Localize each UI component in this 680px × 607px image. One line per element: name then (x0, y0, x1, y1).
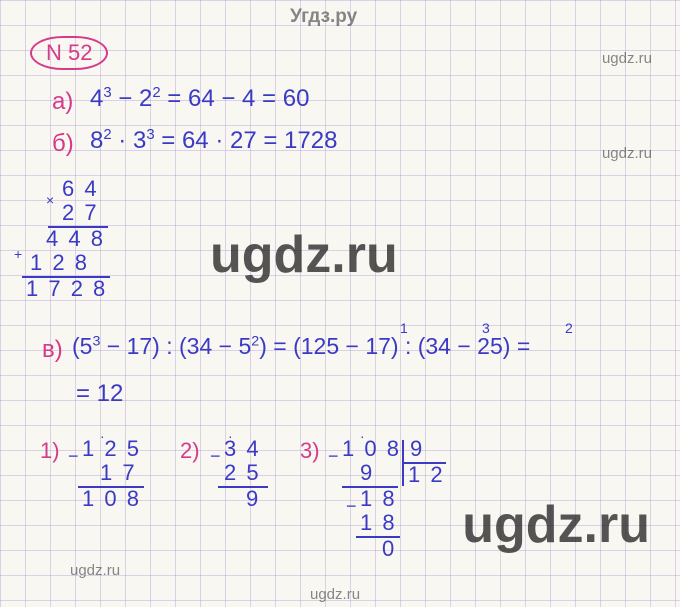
step3-b2: 1 8 (360, 510, 397, 536)
step2-rule (218, 486, 268, 488)
part-v-carry3: 2 (565, 320, 573, 336)
step3-quotient: 1 2 (408, 462, 445, 488)
part-b-expr: 82 · 33 = 64 · 27 = 1728 (90, 127, 337, 155)
step2-minus: − (210, 446, 221, 467)
step2-a: 3 4 (224, 436, 261, 462)
part-v-carry2: 3 (482, 320, 490, 336)
step3-minus2: − (346, 496, 357, 517)
step3-minus: − (328, 446, 339, 467)
step3-dividend: 1 0 8 (342, 436, 401, 462)
step3-divisor: 9 (410, 436, 422, 462)
step1-r: 1 0 8 (82, 486, 141, 512)
step2-label: 2) (180, 438, 200, 464)
step1-label: 1) (40, 438, 60, 464)
step3-zero: 0 (382, 536, 394, 562)
step1-a: 1 2 5 (82, 436, 141, 462)
mult-plus: + (14, 246, 22, 262)
step3-b1: 9 (360, 460, 372, 486)
mult-r2: 2 7 (62, 200, 99, 226)
step2-b: 2 5 (224, 460, 261, 486)
part-v-carry1: 1 (400, 320, 408, 336)
step3-label: 3) (300, 438, 320, 464)
mult-r1: 6 4 (62, 176, 99, 202)
problem-number-badge: N 52 (30, 36, 108, 70)
step1-b: 1 7 (100, 460, 137, 486)
mult-result: 1 7 2 8 (26, 276, 107, 302)
part-v-result: = 12 (76, 380, 123, 408)
mult-p2: 1 2 8 (30, 250, 89, 276)
mult-x: × (46, 192, 54, 208)
step2-r: 9 (246, 486, 258, 512)
part-a-label: a) (52, 88, 73, 116)
part-a-expr: 43 − 22 = 64 − 4 = 60 (90, 85, 309, 113)
part-v-label: в) (42, 336, 63, 364)
step3-c: 1 8 (360, 486, 397, 512)
part-b-label: б) (52, 130, 74, 158)
mult-p1: 4 4 8 (46, 226, 105, 252)
step1-minus: − (68, 446, 79, 467)
part-v-expr: (53 − 17) : (34 − 52) = (125 − 17) : (34… (72, 333, 530, 360)
